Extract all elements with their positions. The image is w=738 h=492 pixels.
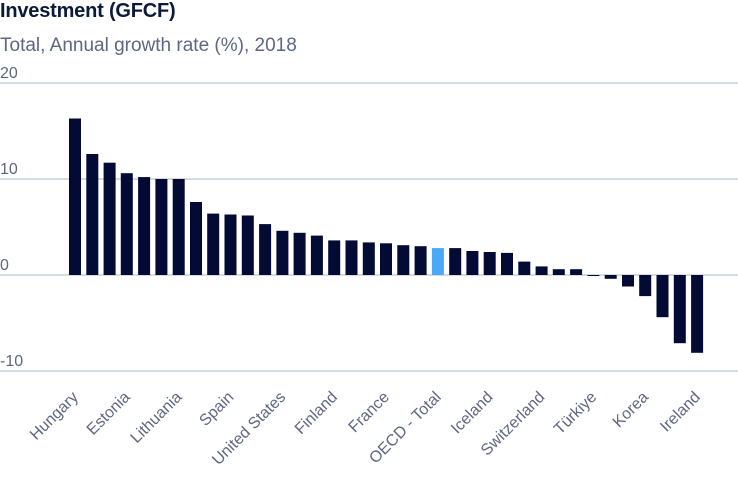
x-tick-label: Hungary [27,389,82,444]
bar[interactable] [604,275,617,279]
y-tick-label: -10 [0,353,23,370]
bar[interactable] [466,251,479,275]
x-tick-label: Iceland [448,389,497,438]
bar[interactable] [103,162,116,275]
bar[interactable] [587,275,600,276]
bar[interactable] [552,269,565,275]
bar[interactable] [449,248,462,275]
bar[interactable] [501,252,513,275]
bar[interactable] [673,275,686,344]
bar[interactable] [570,269,583,275]
bar[interactable] [483,252,496,275]
y-tick-label: 20 [0,65,18,82]
bar[interactable] [207,213,220,275]
bar[interactable] [397,245,410,275]
x-tick-label: Lithuania [128,389,186,447]
bar[interactable] [241,215,254,276]
x-tick-label: Finland [292,389,341,438]
bar[interactable] [310,235,323,275]
x-tick-label: France [346,389,393,436]
bar[interactable] [535,266,548,275]
bar[interactable] [120,173,133,275]
bar[interactable] [691,275,704,353]
bar[interactable] [380,243,392,275]
bar[interactable] [622,275,634,287]
bar[interactable] [69,118,81,276]
y-tick-label: 0 [0,257,9,274]
y-tick-label: 10 [0,161,18,178]
x-tick-label: Spain [196,389,237,430]
bar[interactable] [639,275,652,297]
bar[interactable] [518,261,531,275]
bar[interactable] [362,242,375,275]
bar[interactable] [224,214,237,276]
x-tick-label: Estonia [84,389,134,439]
bar[interactable] [86,154,99,275]
chart-title: Investment (GFCF) [0,0,176,22]
bar[interactable] [259,224,272,275]
y-axis-ticks: 20 10 0 -10 [0,65,23,370]
x-tick-label: Türkiye [551,389,600,438]
bar[interactable] [155,179,168,275]
bar[interactable] [345,240,358,275]
bars [69,118,704,353]
bar[interactable] [414,246,427,275]
x-tick-label: Ireland [657,389,704,436]
bar[interactable] [656,275,669,318]
chart-subtitle: Total, Annual growth rate (%), 2018 [0,35,297,56]
bar[interactable] [190,202,202,275]
x-tick-label: Korea [610,389,652,431]
bar[interactable] [172,179,185,275]
bar[interactable] [293,232,306,275]
bar[interactable] [276,230,289,275]
bar[interactable] [328,240,341,275]
bar-highlighted[interactable] [431,248,444,275]
bar[interactable] [138,177,151,275]
